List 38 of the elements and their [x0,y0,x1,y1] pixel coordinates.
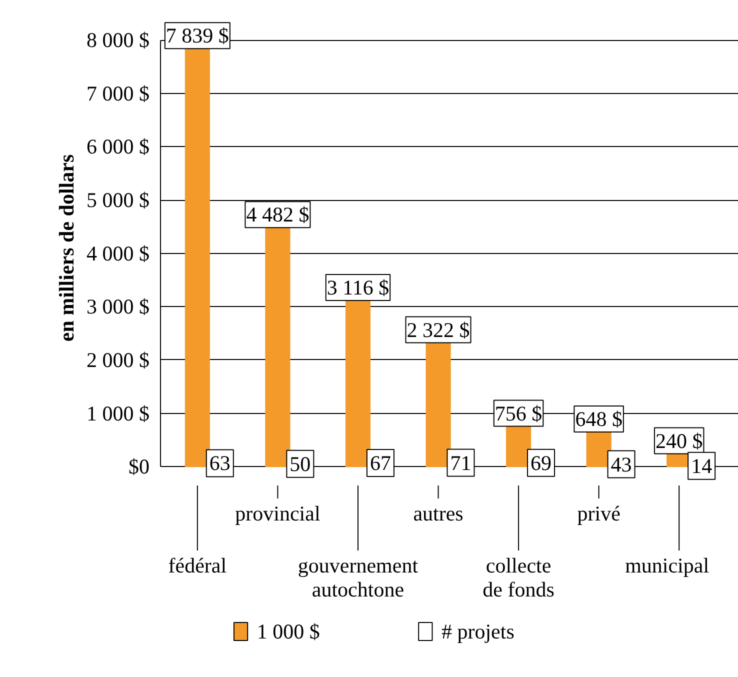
y-tick-label: 4 000 $ [86,241,150,266]
bar [506,426,532,468]
legend-label: 1 000 $ [256,620,320,644]
bar [345,300,371,468]
data-label: 67 [370,451,391,475]
legend-label: # projets [441,620,514,644]
x-tick-label: collecte de fonds [482,554,554,602]
y-tick-label: 2 000 $ [86,348,150,372]
bar [426,342,451,468]
data-label: 648 $ [575,407,622,432]
y-tick-label: 8 000 $ [86,28,150,52]
y-tick-label: 7 000 $ [86,81,150,106]
y-tick-label: 3 000 $ [86,294,150,319]
data-label: 63 [209,451,230,476]
x-tick-label: privé [577,502,620,526]
data-label: 69 [530,450,552,475]
y-tick-label: 1 000 $ [86,401,150,426]
x-tick-label: autres [413,502,464,526]
x-tick-label: provincial [235,502,320,526]
bar [184,48,210,468]
x-tick-label: gouvernement autochtone [298,554,418,602]
data-label: 14 [691,454,713,478]
data-label: 7 839 $ [166,24,229,48]
data-label: 240 $ [655,428,703,453]
data-label: 3 116 $ [326,275,390,300]
data-label: 756 $ [494,401,542,426]
y-tick-label: $0 [128,454,150,479]
x-tick-label: municipal [625,554,710,578]
data-label: 2 322 $ [406,318,470,342]
data-label: 4 482 $ [246,202,310,227]
x-tick-label: fédéral [168,554,227,578]
data-label: 43 [610,452,632,476]
data-label: 71 [450,450,472,475]
y-tick-label: 6 000 $ [86,134,150,159]
y-tick-label: 5 000 $ [86,188,150,212]
bar [265,227,290,468]
data-label: 50 [290,452,311,476]
y-axis-title: en milliers de dollars [54,154,78,342]
